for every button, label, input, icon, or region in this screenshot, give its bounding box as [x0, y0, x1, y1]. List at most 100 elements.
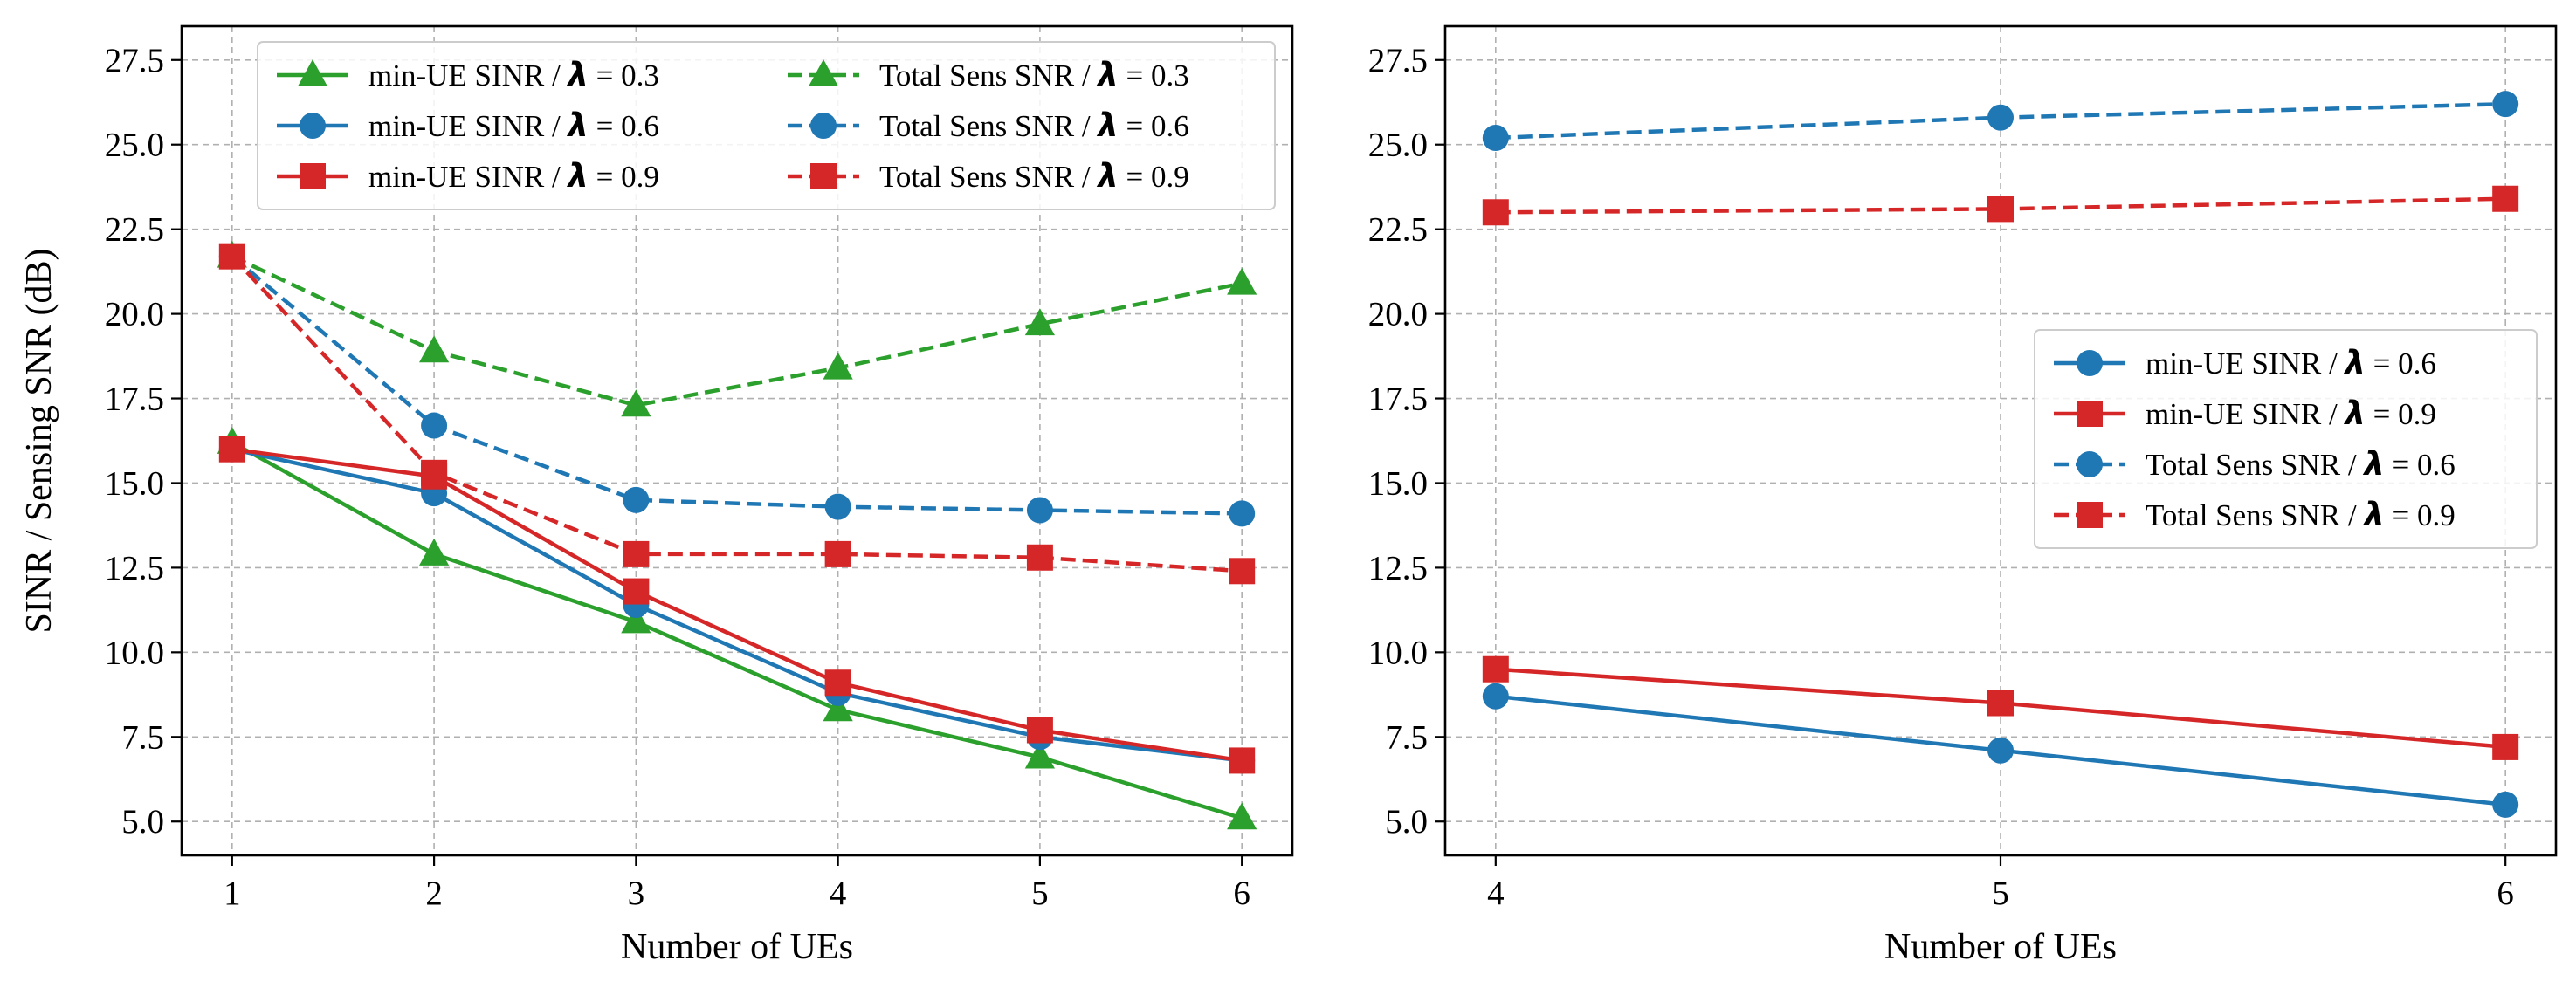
data-point [418, 335, 450, 363]
data-point [2492, 185, 2519, 212]
legend-label-value: = 0.9 [589, 160, 659, 194]
legend-label-3: Total Sens SNR / λ = 0.3 [879, 56, 1189, 93]
y-tick-label: 15.0 [1368, 464, 1428, 502]
legend-label-value: = 0.9 [2385, 498, 2455, 532]
legend-label-0: min-UE SINR / λ = 0.3 [368, 56, 659, 93]
y-tick-label: 22.5 [1368, 211, 1428, 249]
legend-label-lambda: λ [2362, 445, 2384, 483]
data-point [1229, 747, 1256, 774]
legend-label-value: = 0.9 [1119, 160, 1189, 194]
y-tick-label: 12.5 [1368, 549, 1428, 587]
data-point [1024, 308, 1056, 336]
series-5 [218, 243, 1256, 585]
series-line [231, 447, 1243, 763]
y-tick-label: 17.5 [1368, 381, 1428, 418]
axes-frame [180, 24, 1294, 857]
data-point [1026, 717, 1053, 744]
legend-label-value: = 0.6 [2366, 347, 2436, 381]
x-tick-label: 2 [425, 875, 443, 912]
plot-left: 1 2 3 4 5 6 5.0 7.5 10.0 12.5 15.0 17.5 20.0 22.5 25.0… [105, 24, 1294, 967]
data-point [1987, 737, 2014, 764]
data-point [1987, 104, 2014, 131]
legend-label-3: Total Sens SNR / λ = 0.9 [2146, 496, 2455, 533]
data-point [824, 669, 851, 697]
series-line [231, 254, 1243, 516]
legend-label-name: min-UE SINR / [2146, 397, 2345, 431]
legend-marker [810, 163, 837, 189]
y-tick-label: 15.0 [105, 464, 164, 502]
x-tick-label: 6 [1233, 875, 1250, 912]
y-tick-label: 7.5 [121, 718, 164, 756]
legend-label-1: min-UE SINR / λ = 0.9 [2146, 395, 2436, 432]
series-2 [1482, 91, 2519, 151]
data-point [421, 459, 448, 486]
legend-marker [810, 113, 837, 139]
legend-marker [808, 59, 839, 86]
series-line [231, 255, 1243, 573]
y-tick-label: 20.0 [1368, 296, 1428, 333]
legend-label-name: min-UE SINR / [368, 58, 568, 93]
series-0 [1482, 683, 2519, 818]
legend-marker [300, 163, 326, 189]
y-tick-label: 22.5 [105, 211, 164, 249]
data-point [1482, 683, 1509, 710]
legend-item: Total Sens SNR / λ = 0.3 [788, 56, 1189, 93]
legend-label-value: = 0.6 [2385, 448, 2455, 482]
x-tick-label: 6 [2497, 875, 2514, 912]
series-1 [1482, 655, 2519, 760]
legend-label-lambda: λ [566, 157, 588, 195]
data-point [1482, 124, 1509, 151]
legend-label-name: Total Sens SNR / [879, 109, 1098, 143]
y-tick-label: 27.5 [105, 42, 164, 79]
series-line [231, 447, 1243, 763]
legend-marker [300, 113, 326, 139]
legend-item: min-UE SINR / λ = 0.6 [2054, 344, 2436, 381]
series-3 [1482, 185, 2519, 226]
y-axis-label: SINR / Sensing SNR (dB) [19, 248, 59, 633]
data-point [1482, 199, 1509, 226]
x-tick-label: 3 [628, 875, 645, 912]
legend-item: min-UE SINR / λ = 0.9 [277, 157, 659, 195]
legend-item: Total Sens SNR / λ = 0.9 [2054, 496, 2455, 533]
plot-right: 4 5 6 5.0 7.5 10.0 12.5 15.0 17.5 20.0 22.5 25.0 27.… [1368, 24, 2558, 967]
y-tick-label: 10.0 [105, 634, 164, 671]
x-tick-label: 1 [224, 875, 241, 912]
legend-marker [2077, 401, 2103, 427]
legend-label-name: Total Sens SNR / [2146, 448, 2364, 482]
legend-marker [2077, 451, 2103, 477]
y-tick-label: 25.0 [1368, 127, 1428, 164]
y-tick-label: 5.0 [1385, 803, 1428, 841]
data-point [1227, 802, 1257, 830]
x-axis-label: Number of UEs [621, 927, 853, 967]
legend-label-1: min-UE SINR / λ = 0.6 [368, 106, 659, 144]
x-tick-label: 5 [1992, 875, 2009, 912]
data-point [623, 486, 650, 513]
legend-label-lambda: λ [1096, 157, 1118, 195]
legend-label-name: Total Sens SNR / [879, 160, 1098, 194]
ticks: 1 2 3 4 5 6 5.0 7.5 10.0 12.5 15.0 17.5 20.0 22.5 25.0… [105, 42, 1250, 912]
x-tick-label: 5 [1031, 875, 1049, 912]
legend-box [2034, 329, 2538, 549]
legend-label-lambda: λ [2343, 344, 2365, 381]
data-point [2492, 733, 2519, 760]
data-point [421, 412, 448, 439]
legend-label-lambda: λ [566, 106, 588, 144]
legend-label-lambda: λ [2362, 496, 2384, 533]
data-point [823, 352, 853, 380]
legend-marker [2077, 350, 2103, 376]
x-axis-label: Number of UEs [1884, 927, 2117, 967]
data-point [1229, 500, 1256, 527]
data-point [418, 538, 450, 566]
y-tick-label: 10.0 [1368, 634, 1428, 671]
y-tick-label: 12.5 [105, 549, 164, 587]
data-point [1482, 655, 1509, 683]
data-point [623, 578, 650, 605]
legend-marker [2077, 502, 2103, 528]
y-tick-label: 27.5 [1368, 42, 1428, 79]
data-point [1024, 741, 1056, 769]
legend-label-name: min-UE SINR / [368, 160, 568, 194]
legend-label-value: = 0.3 [589, 58, 659, 93]
